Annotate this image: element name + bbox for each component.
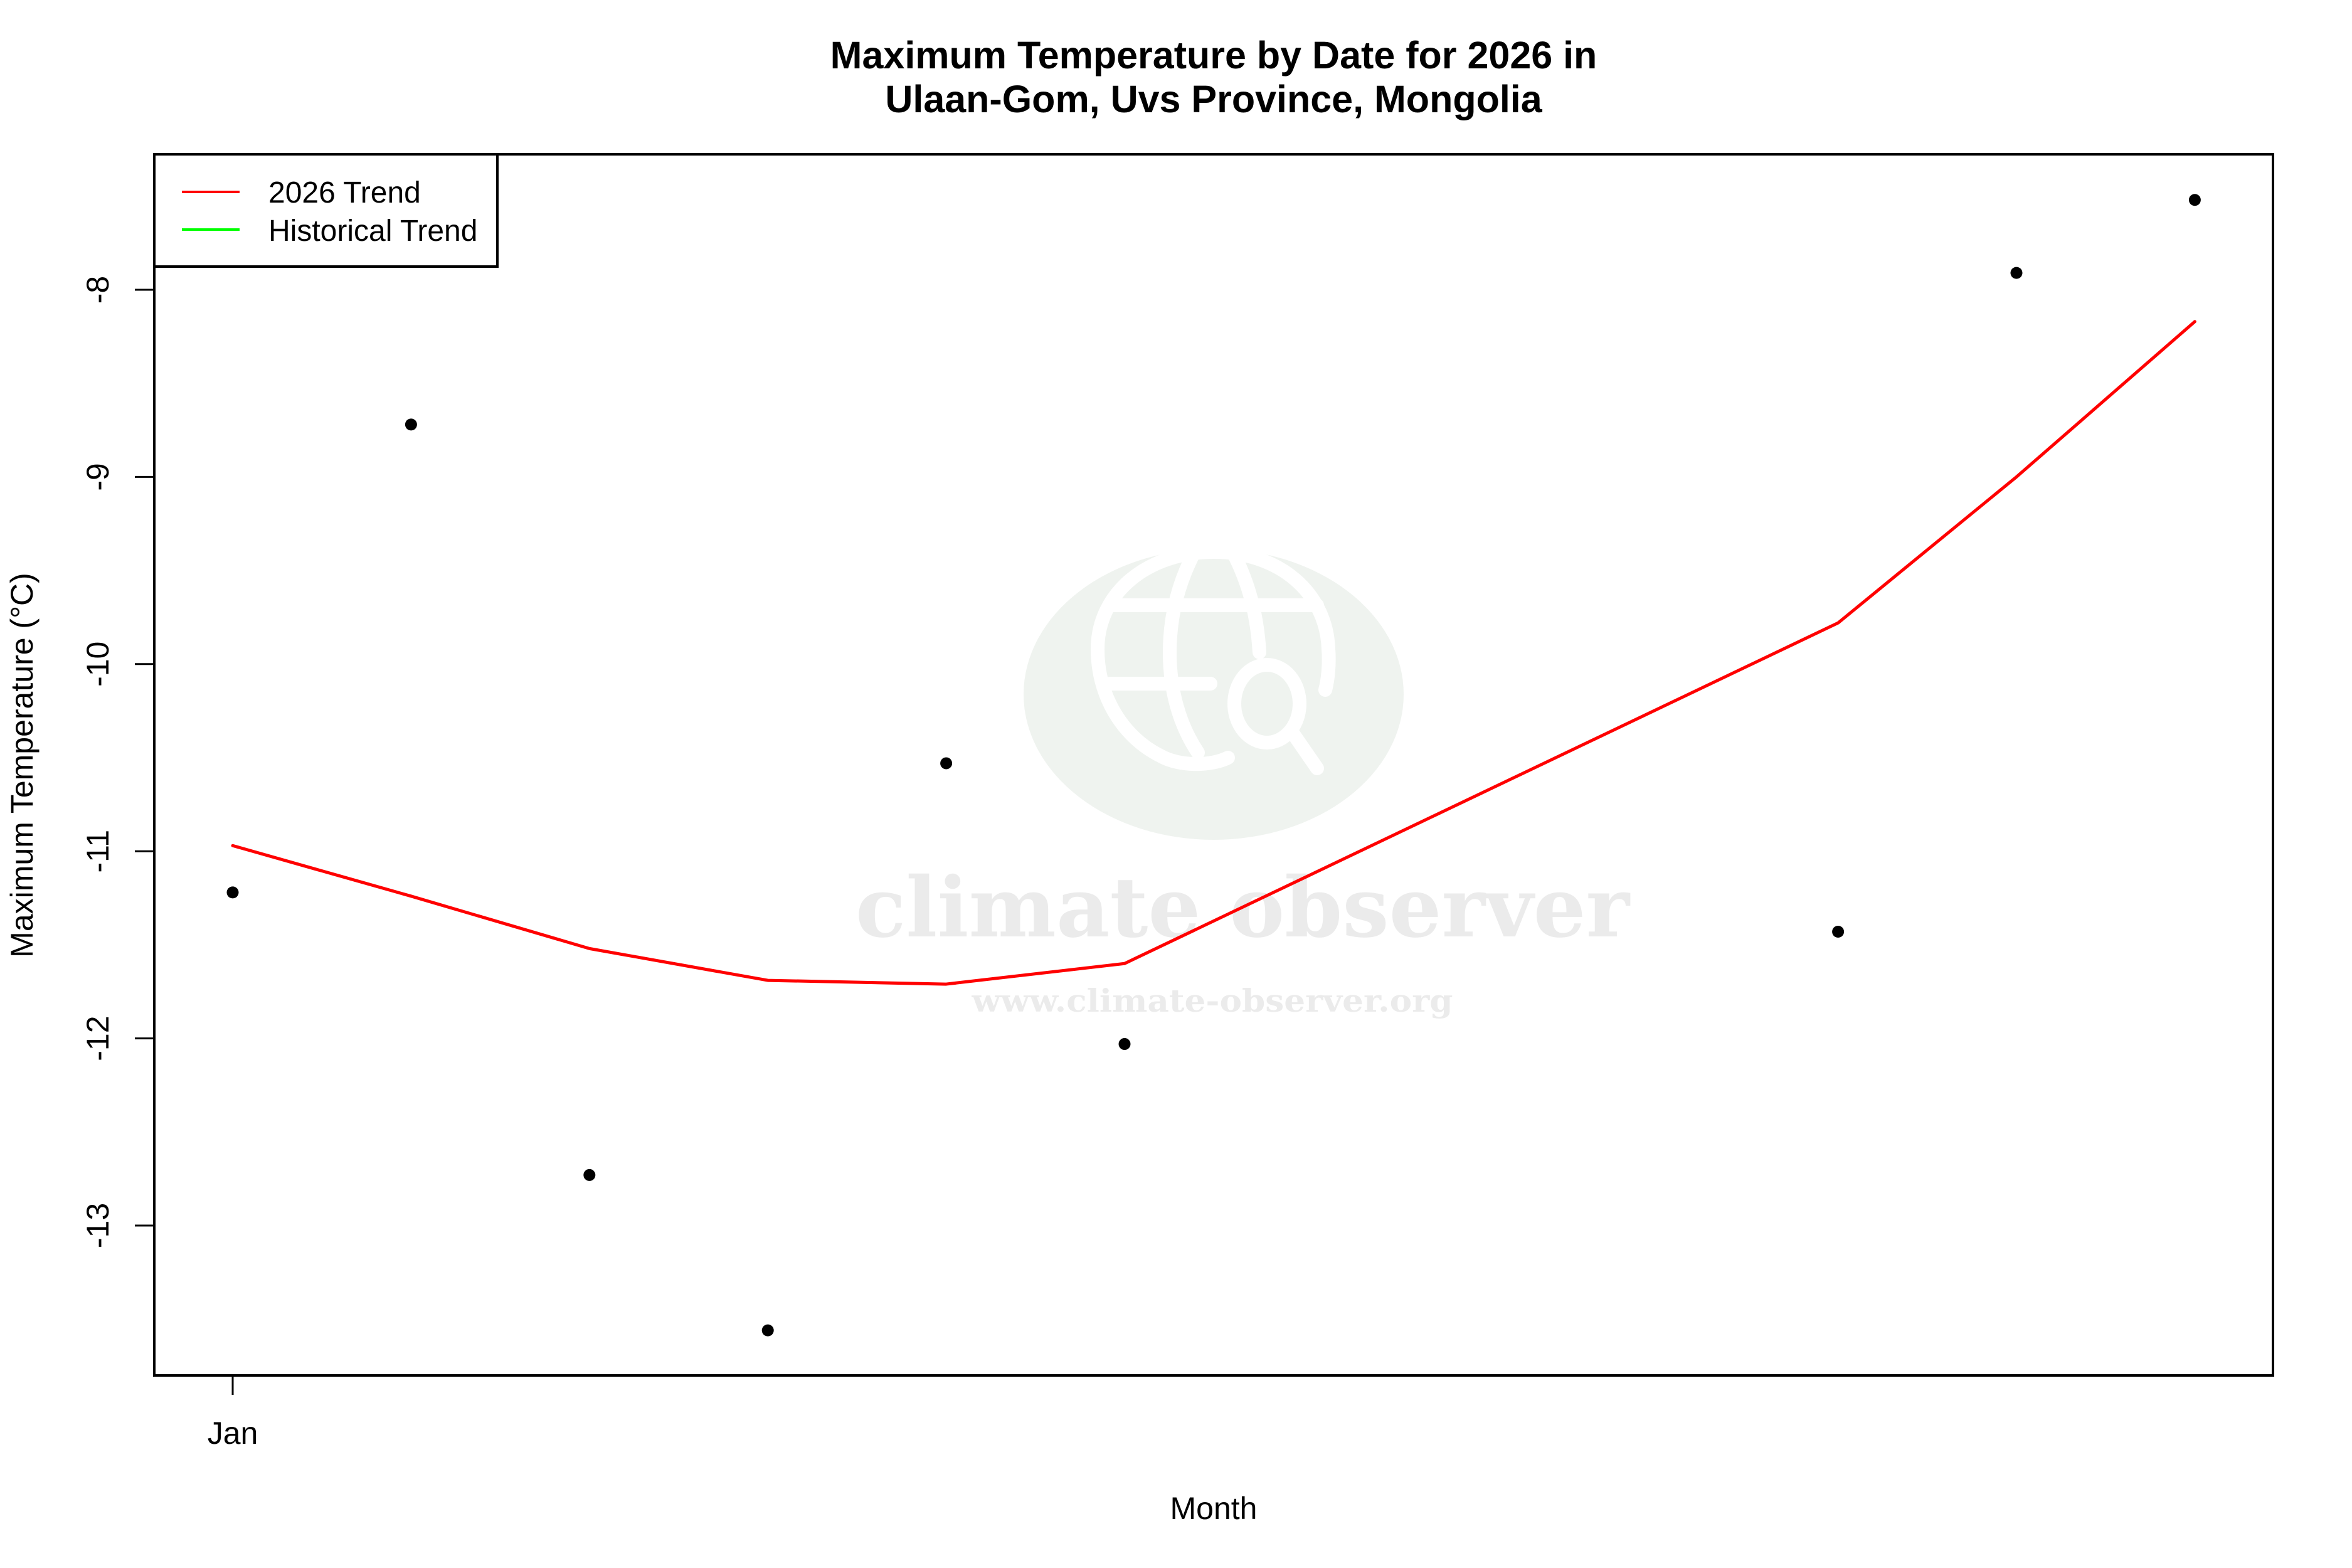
data-point	[1118, 1038, 1131, 1051]
data-point	[1832, 926, 1845, 938]
y-axis: -8 -9 -10 -11 -12 -13	[80, 276, 154, 1248]
data-points	[226, 194, 2201, 1337]
x-axis: Jan	[208, 1375, 258, 1451]
globe-search-icon	[1090, 544, 1336, 775]
legend-label-historical-trend: Historical Trend	[268, 215, 477, 248]
y-tick-label: -13	[80, 1203, 115, 1248]
plot-frame	[153, 153, 2274, 1377]
legend-box	[153, 153, 499, 268]
watermark-url: www.climate-observer.org	[971, 982, 1453, 1019]
chart-title-line-2: Ulaan-Gom, Uvs Province, Mongolia	[885, 78, 1542, 120]
chart-title-line-1: Maximum Temperature by Date for 2026 in	[830, 34, 1597, 77]
data-point	[761, 1324, 774, 1337]
data-point	[2188, 194, 2201, 206]
data-point	[405, 418, 417, 431]
data-point	[940, 757, 953, 770]
y-tick-label: -9	[80, 463, 115, 490]
y-tick-label: -10	[80, 642, 115, 687]
x-tick-label: Jan	[208, 1416, 258, 1451]
data-point	[226, 886, 239, 899]
y-tick-label: -12	[80, 1015, 115, 1061]
legend: 2026 Trend Historical Trend	[153, 153, 499, 268]
x-axis-label: Month	[1170, 1491, 1258, 1526]
y-tick-label: -8	[80, 276, 115, 304]
y-axis-label: Maximum Temperature (°C)	[4, 573, 40, 958]
data-point	[2010, 267, 2023, 279]
watermark: climate observer www.climate-observer.or…	[856, 544, 1630, 1019]
watermark-circle	[1024, 549, 1404, 840]
y-tick-label: -11	[80, 830, 115, 873]
legend-label-2026-trend: 2026 Trend	[268, 176, 421, 209]
data-point	[583, 1168, 596, 1181]
trend-line-2026	[231, 320, 2196, 986]
